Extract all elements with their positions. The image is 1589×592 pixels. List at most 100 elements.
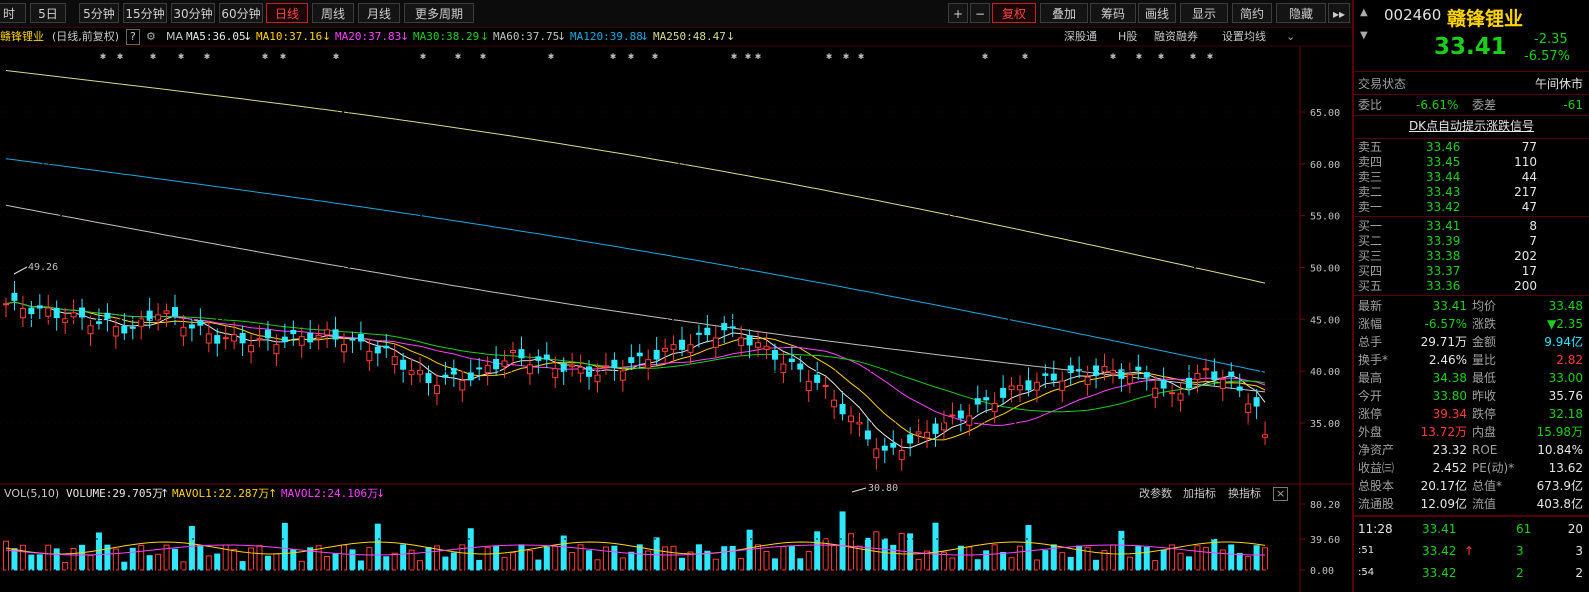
- volume-bar: [755, 544, 762, 571]
- zoom-out-button[interactable]: −: [970, 3, 990, 23]
- volume-bar: [619, 557, 626, 571]
- volume-bar: [374, 523, 381, 571]
- info-marker: ✱: [1110, 51, 1116, 62]
- help-button[interactable]: ?: [126, 29, 140, 45]
- volume-bar: [1118, 530, 1125, 571]
- volume-bar: [450, 552, 457, 571]
- hide-button[interactable]: 隐藏: [1276, 3, 1326, 23]
- dk-signal-link[interactable]: DK点自动提示涨跌信号: [1408, 119, 1535, 133]
- stat-label: ROE: [1472, 443, 1498, 457]
- candle-body: [256, 338, 263, 341]
- volume-bar: [738, 558, 745, 571]
- ma120-line: [5, 158, 1266, 373]
- switch-indicator-link[interactable]: 换指标: [1228, 487, 1261, 500]
- mavol2-value: MAVOL2:24.106万: [281, 487, 379, 500]
- candle-body: [501, 360, 508, 367]
- arrow-icon: [851, 487, 867, 493]
- bid-label: 买三: [1358, 249, 1383, 263]
- info-marker: ✱: [610, 51, 616, 62]
- volume-bar: [915, 558, 922, 571]
- display-button[interactable]: 显示: [1180, 3, 1228, 23]
- ask-label: 卖三: [1358, 170, 1383, 184]
- bid-row[interactable]: 买二 33.39 7: [1354, 234, 1589, 249]
- tab-3[interactable]: 15分钟: [123, 3, 167, 23]
- bid-volume: 17: [1521, 264, 1537, 278]
- ask-row[interactable]: 卖三 33.44 44: [1354, 170, 1589, 185]
- volume-bar: [780, 546, 787, 571]
- fuquan-button[interactable]: 复权: [992, 3, 1036, 23]
- tab-7[interactable]: 周线: [312, 3, 354, 23]
- kline-chart[interactable]: 65.00 60.00 55.00 50.00 45.00 40.00 35.00 80.2…: [0, 0, 1352, 592]
- chevron-down-icon[interactable]: ⌄: [1286, 30, 1296, 43]
- tab-1[interactable]: 5日: [30, 3, 66, 23]
- volume-bar: [298, 560, 305, 571]
- candle-body: [822, 384, 829, 387]
- draw-line-button[interactable]: 画线: [1138, 3, 1176, 23]
- tab-6[interactable]: 日线: [266, 3, 308, 23]
- candle-body: [281, 336, 288, 343]
- settings-icon[interactable]: ⚙: [146, 30, 156, 43]
- bid-row[interactable]: 买三 33.38 202: [1354, 249, 1589, 264]
- info-marker: ✱: [755, 51, 761, 62]
- scroll-up-icon[interactable]: ▲: [1360, 7, 1368, 18]
- close-icon[interactable]: ×: [1273, 487, 1289, 501]
- chips-button[interactable]: 筹码: [1090, 3, 1136, 23]
- volume-bar: [636, 544, 643, 571]
- candle-body: [1219, 378, 1226, 389]
- candle-body: [264, 329, 271, 339]
- bid-row[interactable]: 买四 33.37 17: [1354, 264, 1589, 279]
- candle-body: [36, 305, 43, 309]
- candle-body: [1262, 434, 1269, 438]
- link-margin[interactable]: 融资融券: [1154, 30, 1198, 43]
- candle-body: [357, 333, 364, 342]
- candle-body: [1211, 371, 1218, 380]
- stat-label: 流通股: [1358, 497, 1395, 511]
- candle-body: [957, 410, 964, 419]
- price-tick-label: 35.00: [1310, 419, 1340, 430]
- bid-price: 33.39: [1426, 234, 1461, 248]
- bid-row[interactable]: 买一 33.41 8: [1354, 219, 1589, 234]
- info-marker: ✱: [745, 51, 751, 62]
- tab-0[interactable]: 时: [0, 3, 26, 23]
- ask-row[interactable]: 卖五 33.46 77: [1354, 140, 1589, 155]
- bid-row[interactable]: 买五 33.36 200: [1354, 279, 1589, 294]
- candle-body: [1067, 365, 1074, 374]
- ask-row[interactable]: 卖一 33.42 47: [1354, 200, 1589, 215]
- price-tick-label: 45.00: [1310, 315, 1340, 326]
- tab-4[interactable]: 30分钟: [171, 3, 215, 23]
- add-indicator-link[interactable]: 加指标: [1183, 487, 1216, 500]
- volume-bar: [729, 545, 736, 571]
- simple-button[interactable]: 简约: [1232, 3, 1272, 23]
- volume-bar: [45, 544, 52, 571]
- candle-body: [755, 342, 762, 348]
- zoom-in-button[interactable]: +: [948, 3, 968, 23]
- scroll-down-icon[interactable]: ▼: [1360, 30, 1368, 41]
- volume-bar: [856, 545, 863, 571]
- tab-2[interactable]: 5分钟: [79, 3, 119, 23]
- tab-9[interactable]: 更多周期: [404, 3, 474, 23]
- ask-row[interactable]: 卖二 33.43 217: [1354, 185, 1589, 200]
- volume-bar: [383, 556, 390, 571]
- link-hshares[interactable]: H股: [1118, 30, 1138, 43]
- link-set-ma[interactable]: 设置均线: [1222, 30, 1266, 43]
- tab-8[interactable]: 月线: [358, 3, 400, 23]
- change-params-link[interactable]: 改参数: [1139, 487, 1172, 500]
- candle-body: [1245, 403, 1252, 414]
- volume-bar: [501, 556, 508, 571]
- ask-row[interactable]: 卖四 33.45 110: [1354, 155, 1589, 170]
- ma250-value: MA250:48.47: [653, 30, 726, 43]
- volume-bar: [281, 522, 288, 571]
- candle-body: [459, 380, 466, 391]
- link-shengutong[interactable]: 深股通: [1064, 30, 1097, 43]
- bid-volume: 200: [1514, 279, 1537, 293]
- bid-price: 33.37: [1426, 264, 1461, 278]
- ask-price: 33.42: [1426, 200, 1461, 214]
- candle-body: [307, 332, 314, 343]
- candle-body: [721, 323, 728, 331]
- tab-5[interactable]: 60分钟: [219, 3, 263, 23]
- candle-body: [450, 368, 457, 375]
- expand-icon[interactable]: ▸▸: [1328, 3, 1350, 23]
- chart-mode: (日线,前复权): [52, 30, 120, 43]
- overlay-button[interactable]: 叠加: [1040, 3, 1088, 23]
- ask-price: 33.43: [1426, 185, 1461, 199]
